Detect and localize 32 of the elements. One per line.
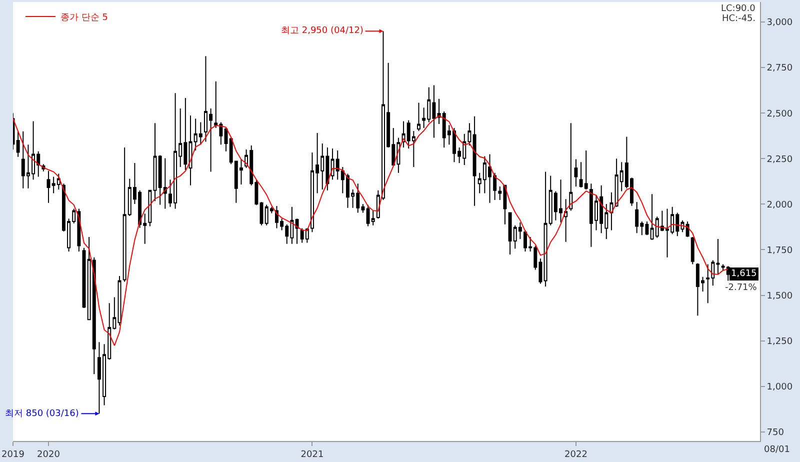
- annotation: 최고 2,950 (04/12): [281, 26, 364, 36]
- candlestick: [16, 130, 20, 158]
- y-tick-label: 1,000: [766, 382, 793, 392]
- y-tick-label: 1,500: [766, 291, 793, 302]
- candlestick: [417, 102, 420, 132]
- y-tick-label: 750: [766, 428, 784, 438]
- y-tick-label: 1,250: [766, 336, 793, 347]
- x-tick-label: 2022: [564, 450, 588, 460]
- candlestick: [472, 116, 476, 206]
- annotation: 최저 850 (03/16): [5, 409, 79, 419]
- candlestick: [148, 190, 152, 227]
- x-tick-label: 2020: [37, 450, 60, 460]
- y-tick-label: 2,500: [766, 109, 793, 120]
- candlestick: [295, 218, 299, 244]
- x-tick-label: 2021: [300, 450, 324, 460]
- y-tick-label: 2,000: [766, 200, 793, 210]
- y-tick-label: 2,750: [766, 64, 793, 74]
- candlestick: [574, 158, 578, 188]
- text: 08/01: [764, 445, 790, 455]
- candlestick: [686, 221, 690, 238]
- candlestick: [376, 190, 380, 220]
- x-tick-label: 2019: [2, 450, 25, 460]
- candlestick: [569, 122, 573, 212]
- candlestick: [690, 236, 694, 265]
- y-tick-label: 2,250: [766, 154, 793, 165]
- legend-label: 종가 단순 5: [60, 13, 108, 24]
- annotation: -2.71%: [725, 283, 758, 293]
- annotation: LC:90.0: [721, 4, 756, 14]
- y-tick-label: 3,000: [766, 18, 793, 28]
- y-tick-label: 1,750: [766, 246, 793, 256]
- annotation: HC:-45.: [722, 14, 756, 24]
- annotation: 1,615: [731, 269, 757, 279]
